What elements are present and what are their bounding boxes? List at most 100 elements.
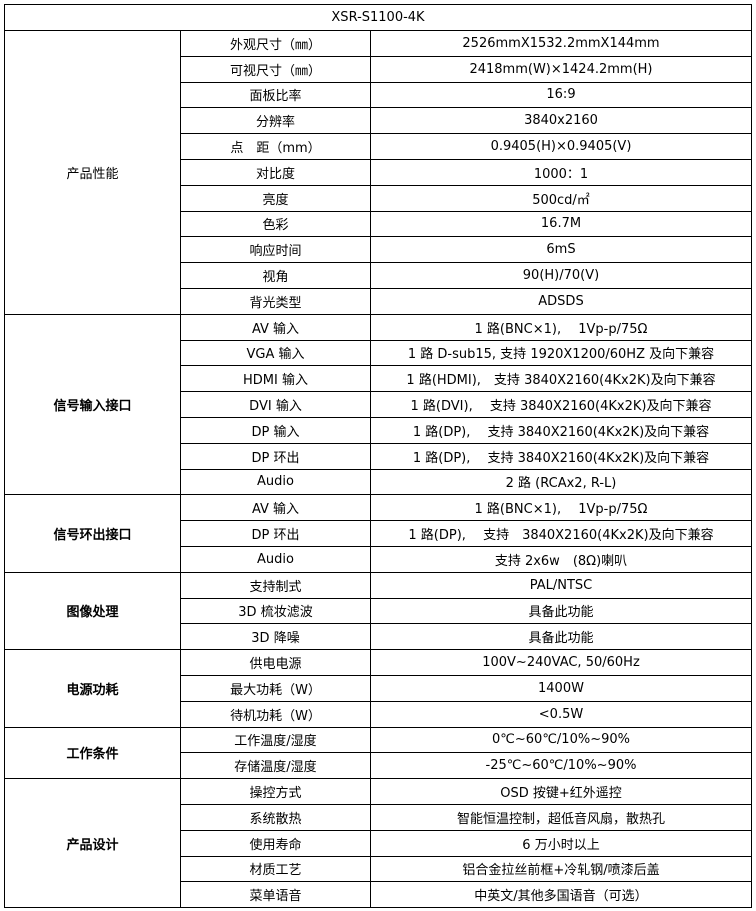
param-value: 16:9	[370, 81, 752, 109]
param-value: 具备此功能	[370, 597, 752, 625]
param-value: 具备此功能	[370, 623, 752, 651]
param-value: 1 路 D-sub15, 支持 1920X1200/60HZ 及向下兼容	[370, 339, 752, 367]
group-label: 产品性能	[4, 30, 181, 315]
param-value: 1 路(DVI), 支持 3840X2160(4Kx2K)及向下兼容	[370, 391, 752, 418]
param-name: 使用寿命	[180, 829, 371, 857]
param-name: 响应时间	[180, 236, 371, 264]
param-name: 存储温度/湿度	[180, 752, 371, 780]
param-name: DP 环出	[180, 442, 371, 470]
spec-row: 待机功耗（W） <0.5W	[5, 700, 752, 728]
param-name: DVI 输入	[180, 391, 371, 418]
spec-row: 产品性能 外观尺寸（㎜） 2526mmX1532.2mmX144mm	[4, 30, 752, 315]
group-label: 图像处理	[4, 571, 181, 651]
param-value: 6 万小时以上	[370, 829, 752, 857]
param-value: 2 路 (RCAx2, R-L)	[370, 468, 752, 496]
param-value: 1 路(DP), 支持 3840X2160(4Kx2K)及向下兼容	[370, 442, 752, 470]
param-name: 分辨率	[180, 107, 371, 135]
param-name: AV 输入	[180, 313, 371, 341]
title-row: XSR-S1100-4K	[4, 4, 752, 31]
spec-row: DVI 输入 1 路(DVI), 支持 3840X2160(4Kx2K)及向下兼容	[5, 391, 752, 418]
param-name: 材质工艺	[180, 855, 371, 883]
spec-row: VGA 输入 1 路 D-sub15, 支持 1920X1200/60HZ 及向下…	[5, 339, 752, 367]
param-name: 背光类型	[180, 287, 371, 315]
param-value: 1 路(BNC×1), 1Vp-p/75Ω	[370, 313, 752, 341]
param-name: 操控方式	[180, 778, 371, 805]
spec-row: DP 环出 1 路(DP), 支持 3840X2160(4Kx2K)及向下兼容	[5, 442, 752, 470]
spec-row: 色彩 16.7M	[5, 210, 752, 238]
spec-row: Audio 2 路 (RCAx2, R-L)	[5, 468, 752, 496]
param-name: 色彩	[180, 210, 371, 238]
spec-row: 响应时间 6mS	[5, 236, 752, 264]
param-name: 对比度	[180, 158, 371, 186]
param-name: VGA 输入	[180, 339, 371, 367]
param-name: 菜单语音	[180, 881, 371, 909]
spec-row: 工作条件 工作温度/湿度 0℃~60℃/10%~90%	[4, 726, 752, 780]
param-value: 100V~240VAC, 50/60Hz	[370, 649, 752, 676]
param-value: OSD 按键+红外遥控	[370, 778, 752, 805]
param-value: 1 路(DP), 支持 3840X2160(4Kx2K)及向下兼容	[370, 520, 752, 547]
param-value: 0.9405(H)×0.9405(V)	[370, 133, 752, 160]
param-value: 6mS	[370, 236, 752, 264]
param-value: <0.5W	[370, 700, 752, 728]
param-name: 点 距（mm）	[180, 133, 371, 160]
param-name: HDMI 输入	[180, 365, 371, 393]
group-label: 信号环出接口	[4, 494, 181, 573]
param-name: AV 输入	[180, 494, 371, 522]
spec-row: 面板比率 16:9	[5, 81, 752, 109]
spec-row: DP 输入 1 路(DP), 支持 3840X2160(4Kx2K)及向下兼容	[5, 416, 752, 444]
param-value: 2418mm(W)×1424.2mm(H)	[370, 55, 752, 83]
param-value: 1 路(HDMI), 支持 3840X2160(4Kx2K)及向下兼容	[370, 365, 752, 393]
param-value: 铝合金拉丝前框+冷轧钢/喷漆后盖	[370, 855, 752, 883]
param-name: 外观尺寸（㎜）	[180, 30, 371, 57]
spec-row: 电源功耗 供电电源 100V~240VAC, 50/60Hz	[4, 649, 752, 728]
param-name: 系统散热	[180, 803, 371, 831]
group-label: 电源功耗	[4, 649, 181, 728]
param-name: 最大功耗（W）	[180, 674, 371, 702]
spec-row: 对比度 1000：1	[5, 158, 752, 186]
spec-row: 信号环出接口 AV 输入 1 路(BNC×1), 1Vp-p/75Ω	[4, 494, 752, 573]
param-value: 0℃~60℃/10%~90%	[370, 726, 752, 754]
spec-table: XSR-S1100-4K 产品性能 外观尺寸（㎜） 2526mmX1532.2mmX1…	[4, 4, 752, 909]
spec-row: 菜单语音 中英文/其他多国语音（可选）	[5, 881, 752, 909]
param-value: ADSDS	[370, 287, 752, 315]
spec-row: 可视尺寸（㎜） 2418mm(W)×1424.2mm(H)	[5, 55, 752, 83]
param-value: PAL/NTSC	[370, 571, 752, 599]
param-value: 1 路(DP), 支持 3840X2160(4Kx2K)及向下兼容	[370, 416, 752, 444]
param-value: 智能恒温控制，超低音风扇，散热孔	[370, 803, 752, 831]
param-name: 亮度	[180, 184, 371, 212]
param-value: 90(H)/70(V)	[370, 262, 752, 289]
group-label: 工作条件	[4, 726, 181, 780]
param-value: 1400W	[370, 674, 752, 702]
spec-row: HDMI 输入 1 路(HDMI), 支持 3840X2160(4Kx2K)及向下…	[5, 365, 752, 393]
spec-row: 材质工艺 铝合金拉丝前框+冷轧钢/喷漆后盖	[5, 855, 752, 883]
spec-row: 系统散热 智能恒温控制，超低音风扇，散热孔	[5, 803, 752, 831]
spec-row: 存储温度/湿度 -25℃~60℃/10%~90%	[5, 752, 752, 780]
param-value: 2526mmX1532.2mmX144mm	[370, 30, 752, 57]
group-label: 产品设计	[4, 778, 181, 909]
param-value: 16.7M	[370, 210, 752, 238]
spec-row: 背光类型 ADSDS	[5, 287, 752, 315]
group-label: 信号输入接口	[4, 313, 181, 496]
param-name: 支持制式	[180, 571, 371, 599]
param-value: 中英文/其他多国语音（可选）	[370, 881, 752, 909]
param-value: 支持 2x6w (8Ω)喇叭	[370, 545, 752, 573]
spec-row: 产品设计 操控方式 OSD 按键+红外遥控	[4, 778, 752, 909]
param-value: 1000：1	[370, 158, 752, 186]
param-name: 面板比率	[180, 81, 371, 109]
param-name: DP 输入	[180, 416, 371, 444]
param-name: 工作温度/湿度	[180, 726, 371, 754]
param-value: 3840x2160	[370, 107, 752, 135]
param-value: 500cd/㎡	[370, 184, 752, 212]
spec-row: 分辨率 3840x2160	[5, 107, 752, 135]
spec-row: 3D 降噪 具备此功能	[5, 623, 752, 651]
param-name: 供电电源	[180, 649, 371, 676]
param-name: 可视尺寸（㎜）	[180, 55, 371, 83]
param-name: 视角	[180, 262, 371, 289]
param-name: 待机功耗（W）	[180, 700, 371, 728]
param-name: 3D 梳妆滤波	[180, 597, 371, 625]
table-title: XSR-S1100-4K	[4, 4, 752, 31]
spec-row: 亮度 500cd/㎡	[5, 184, 752, 212]
param-name: Audio	[180, 545, 371, 573]
param-value: -25℃~60℃/10%~90%	[370, 752, 752, 780]
